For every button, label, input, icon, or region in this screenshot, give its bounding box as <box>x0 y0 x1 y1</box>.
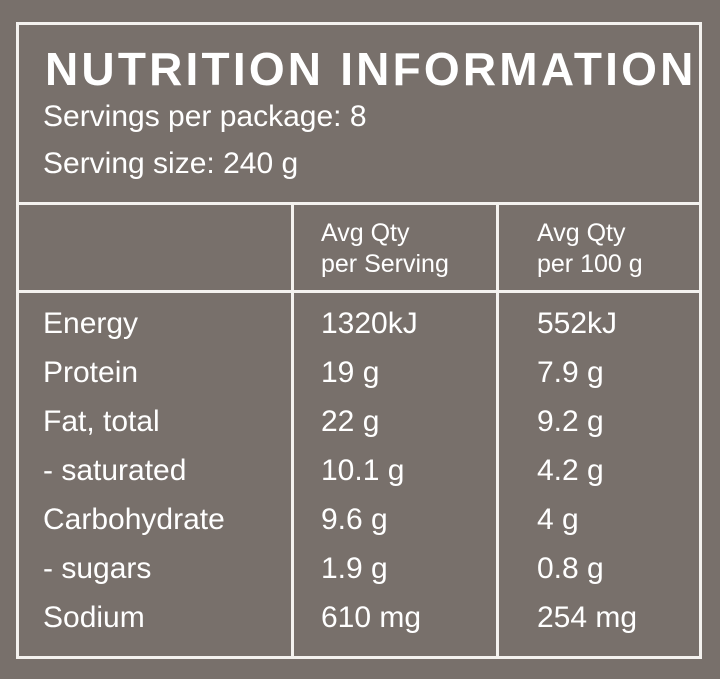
column-header-per-serving: Avg Qty per Serving <box>321 218 449 280</box>
per-100g-value: 0.8 g <box>537 552 604 585</box>
servings-per-package: Servings per package: 8 <box>43 100 367 133</box>
nutrient-name: Sodium <box>43 601 145 634</box>
nutrient-name: Carbohydrate <box>43 503 225 536</box>
per-100g-value: 7.9 g <box>537 356 604 389</box>
nutrient-name: Energy <box>43 307 139 340</box>
per-serving-value: 19 g <box>321 356 380 389</box>
panel-title: NUTRITION INFORMATION <box>45 43 697 95</box>
nutrient-name: Protein <box>43 356 139 389</box>
table-row: Protein 19 g 7.9 g <box>19 356 699 405</box>
nutrient-name: - saturated <box>43 454 187 487</box>
table-row: Sodium 610 mg 254 mg <box>19 601 699 650</box>
table-row: Energy 1320kJ 552kJ <box>19 307 699 356</box>
header-line: Avg Qty <box>537 219 626 247</box>
table-row: Carbohydrate 9.6 g 4 g <box>19 503 699 552</box>
per-serving-value: 10.1 g <box>321 454 405 487</box>
nutrition-panel: NUTRITION INFORMATION Servings per packa… <box>16 22 702 659</box>
table-row: Fat, total 22 g 9.2 g <box>19 405 699 454</box>
per-serving-value: 610 mg <box>321 601 422 634</box>
per-serving-value: 1.9 g <box>321 552 388 585</box>
per-serving-value: 1320kJ <box>321 307 418 340</box>
column-divider <box>496 202 499 656</box>
header-line: Avg Qty <box>321 219 410 247</box>
per-100g-value: 254 mg <box>537 601 638 634</box>
per-serving-value: 9.6 g <box>321 503 388 536</box>
divider <box>19 202 699 205</box>
per-100g-value: 4 g <box>537 503 579 536</box>
divider <box>19 290 699 293</box>
table-row: - sugars 1.9 g 0.8 g <box>19 552 699 601</box>
per-100g-value: 552kJ <box>537 307 618 340</box>
table-row: - saturated 10.1 g 4.2 g <box>19 454 699 503</box>
header-line: per Serving <box>321 250 449 278</box>
nutrient-name: Fat, total <box>43 405 160 438</box>
column-divider <box>291 202 294 656</box>
column-header-per-100g: Avg Qty per 100 g <box>537 218 643 280</box>
per-100g-value: 9.2 g <box>537 405 604 438</box>
per-serving-value: 22 g <box>321 405 380 438</box>
serving-size: Serving size: 240 g <box>43 147 299 180</box>
header-line: per 100 g <box>537 250 643 278</box>
per-100g-value: 4.2 g <box>537 454 604 487</box>
nutrient-name: - sugars <box>43 552 152 585</box>
